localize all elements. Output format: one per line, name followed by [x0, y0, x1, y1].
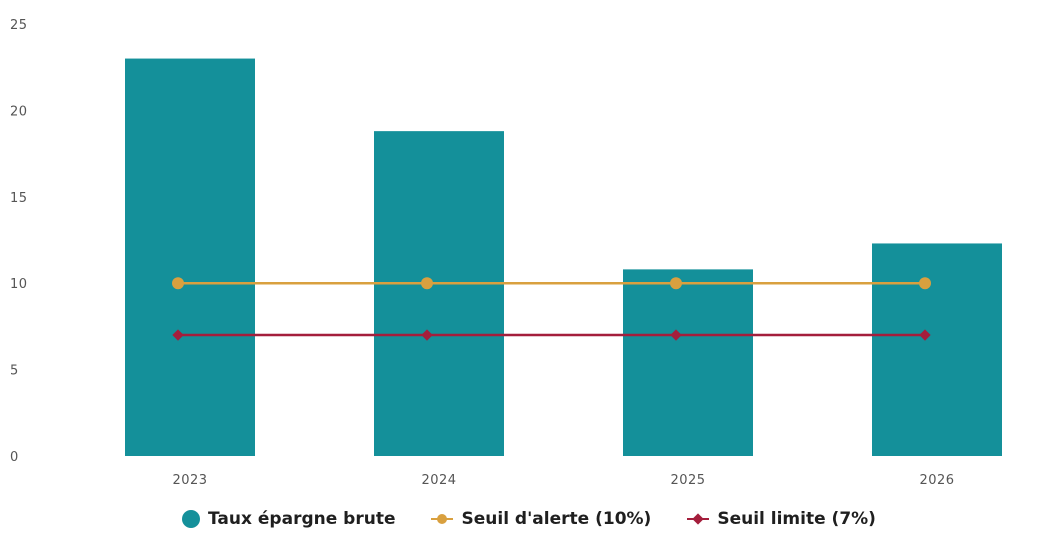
x-tick-label: 2026: [919, 473, 954, 488]
legend-item-seuil-limite[interactable]: Seuil limite (7%): [687, 509, 876, 529]
legend-label: Seuil d'alerte (10%): [461, 509, 652, 529]
y-tick-label: 25: [10, 18, 28, 33]
legend-label: Taux épargne brute: [208, 509, 396, 529]
legend-item-seuil-alerte[interactable]: Seuil d'alerte (10%): [431, 509, 651, 529]
bar-2024[interactable]: [374, 131, 504, 457]
point-seuil-limite-2023[interactable]: [172, 329, 184, 341]
y-axis: 0 5 10 15 20 25: [10, 18, 28, 465]
legend-item-taux-epargne[interactable]: Taux épargne brute: [182, 509, 395, 529]
y-tick-label: 5: [10, 364, 19, 379]
y-tick-label: 0: [10, 450, 19, 465]
legend-line-circle-icon: [431, 510, 454, 528]
y-tick-label: 10: [10, 277, 28, 292]
legend: Taux épargne brute Seuil d'alerte (10%) …: [0, 505, 1058, 533]
point-seuil-limite-2026[interactable]: [919, 329, 931, 341]
x-tick-label: 2024: [421, 473, 456, 488]
legend-line-diamond-icon: [687, 510, 710, 528]
threshold-lines: [172, 277, 931, 341]
point-seuil-alerte-2023[interactable]: [172, 277, 184, 290]
bars-series: [125, 58, 1002, 457]
point-seuil-limite-2025[interactable]: [670, 329, 682, 341]
x-tick-label: 2025: [670, 473, 705, 488]
bar-2026[interactable]: [872, 243, 1002, 456]
bar-2025[interactable]: [623, 269, 753, 456]
point-seuil-limite-2024[interactable]: [421, 329, 433, 341]
point-seuil-alerte-2024[interactable]: [421, 277, 433, 290]
bar-2023[interactable]: [125, 58, 255, 457]
point-seuil-alerte-2026[interactable]: [919, 277, 931, 290]
legend-label: Seuil limite (7%): [717, 509, 876, 529]
y-tick-label: 15: [10, 191, 28, 206]
y-tick-label: 20: [10, 104, 28, 119]
x-axis: 2023 2024 2025 2026: [172, 473, 954, 488]
legend-dot-icon: [182, 510, 201, 528]
point-seuil-alerte-2025[interactable]: [670, 277, 682, 290]
x-tick-label: 2023: [172, 473, 207, 488]
